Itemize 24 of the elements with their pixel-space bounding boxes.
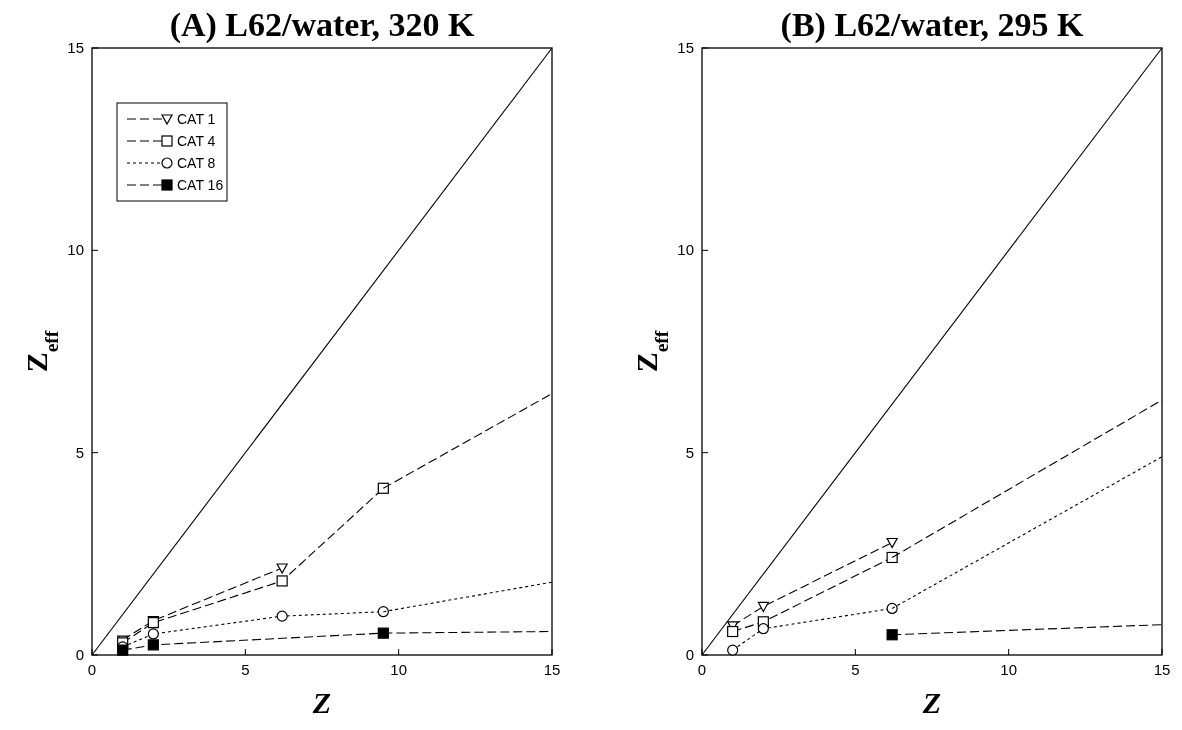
y-tick-label: 15 [67, 39, 84, 56]
legend-label: CAT 1 [177, 111, 216, 127]
x-tick-label: 0 [87, 661, 97, 678]
y-tick-label: 5 [685, 443, 694, 461]
y-tick-label: 0 [75, 646, 84, 663]
x-axis-title: Z [311, 686, 332, 719]
x-tick-label: 10 [1000, 661, 1018, 678]
chart-title: (A) L62/water, 320 K [169, 6, 475, 44]
x-tick-label: 5 [851, 661, 860, 678]
x-tick-label: 15 [543, 661, 561, 678]
legend-label: CAT 8 [177, 155, 216, 171]
y-tick-label: 10 [67, 241, 84, 259]
chart-title: (B) L62/water, 295 K [780, 6, 1084, 44]
x-axis-title: Z [921, 686, 942, 719]
y-tick-label: 15 [677, 39, 694, 56]
legend-label: CAT 16 [177, 177, 224, 193]
x-tick-label: 15 [1153, 661, 1171, 678]
x-tick-label: 5 [241, 661, 250, 678]
y-tick-label: 10 [677, 241, 694, 259]
y-tick-label: 0 [685, 646, 694, 663]
y-tick-label: 5 [75, 443, 84, 461]
legend-label: CAT 4 [177, 133, 216, 149]
x-tick-label: 0 [697, 661, 707, 678]
x-tick-label: 10 [390, 661, 408, 678]
